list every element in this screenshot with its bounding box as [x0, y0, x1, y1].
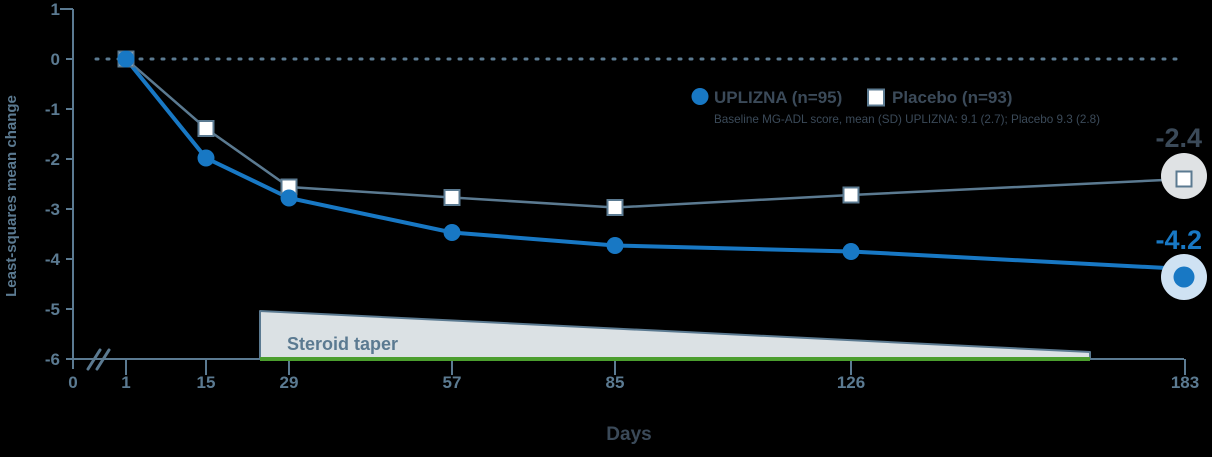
svg-text:-3: -3 [45, 200, 60, 219]
svg-text:Days: Days [606, 424, 651, 445]
svg-text:0: 0 [51, 50, 60, 69]
svg-text:-5: -5 [45, 300, 60, 319]
svg-text:UPLIZNA (n=95): UPLIZNA (n=95) [714, 88, 842, 107]
svg-text:-2.4: -2.4 [1155, 123, 1202, 153]
svg-text:15: 15 [197, 373, 216, 392]
svg-text:-4: -4 [45, 250, 61, 269]
svg-text:Steroid taper: Steroid taper [287, 334, 398, 354]
svg-text:-4.2: -4.2 [1155, 225, 1202, 255]
svg-text:183: 183 [1171, 373, 1199, 392]
svg-text:Placebo (n=93): Placebo (n=93) [892, 88, 1012, 107]
svg-text:0: 0 [68, 373, 77, 392]
svg-text:-6: -6 [45, 350, 60, 369]
svg-text:85: 85 [606, 373, 625, 392]
svg-text:Least-squares mean change: Least-squares mean change [3, 95, 20, 297]
svg-text:-2: -2 [45, 150, 60, 169]
svg-text:1: 1 [51, 0, 60, 19]
svg-text:29: 29 [280, 373, 299, 392]
svg-text:Baseline MG-ADL score, mean (S: Baseline MG-ADL score, mean (SD) UPLIZNA… [714, 113, 1100, 126]
svg-text:1: 1 [121, 373, 130, 392]
svg-text:57: 57 [443, 373, 462, 392]
svg-text:-1: -1 [45, 100, 60, 119]
svg-text:126: 126 [837, 373, 865, 392]
